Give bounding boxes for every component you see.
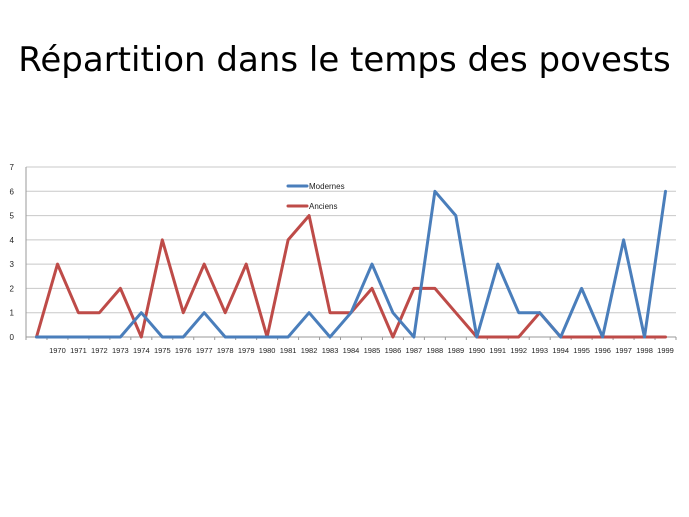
x-tick-label: 1972 [91,346,108,355]
x-tick-label: 1989 [447,346,464,355]
x-tick-label: 1985 [364,346,381,355]
x-tick-label: 1990 [468,346,485,355]
x-tick-label: 1982 [301,346,318,355]
y-tick-label: 1 [10,309,15,318]
y-tick-label: 5 [10,212,15,221]
y-tick-label: 3 [10,260,15,269]
x-tick-label: 1986 [385,346,402,355]
legend-label-anciens: Anciens [309,202,337,211]
x-tick-label: 1975 [154,346,171,355]
y-tick-label: 6 [10,187,15,196]
x-tick-label: 1979 [238,346,255,355]
y-tick-label: 4 [10,236,15,245]
x-tick-label: 1976 [175,346,192,355]
x-tick-label: 1992 [510,346,527,355]
series-line-anciens [35,214,667,339]
x-tick-label: 1980 [259,346,276,355]
x-tick-label: 1983 [322,346,339,355]
x-tick-label: 1991 [489,346,506,355]
x-tick-label: 1993 [531,346,548,355]
x-tick-label: 1996 [594,346,611,355]
series-lines [35,189,667,339]
x-tick-label: 1994 [552,346,569,355]
legend-label-modernes: Modernes [309,182,345,191]
x-tick-label: 1987 [406,346,423,355]
x-tick-label: 1974 [133,346,150,355]
series-line-modernes [35,189,667,339]
x-tick-label: 1973 [112,346,129,355]
x-tick-label: 1978 [217,346,234,355]
x-tick-label: 1977 [196,346,213,355]
x-tick-label: 1997 [615,346,632,355]
y-tick-label: 0 [10,333,15,342]
y-tick-label: 2 [10,284,15,293]
x-tick-label: 1970 [49,346,66,355]
x-tick-label: 1984 [343,346,360,355]
x-tick-label: 1995 [573,346,590,355]
x-axis: 1970 1971 1972 1973 1974 1975 1976 1977 1978 1979… [25,337,677,355]
legend: Modernes Anciens [286,182,345,211]
y-tick-label: 7 [10,163,15,172]
x-tick-label: 1988 [427,346,444,355]
x-tick-label: 1971 [70,346,87,355]
slide-title: Répartition dans le temps des povests [18,40,671,80]
y-axis: 0 1 2 3 4 5 6 7 [10,163,27,342]
x-tick-label: 1999 [657,346,674,355]
x-tick-label: 1998 [636,346,653,355]
x-tick-label: 1981 [280,346,297,355]
